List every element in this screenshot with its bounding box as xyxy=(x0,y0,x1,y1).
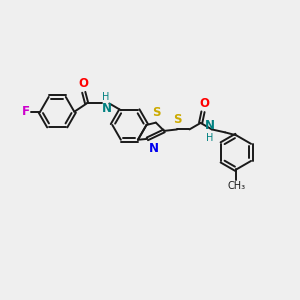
Text: N: N xyxy=(102,102,112,115)
Text: N: N xyxy=(148,142,158,155)
Text: F: F xyxy=(22,105,30,118)
Text: O: O xyxy=(199,97,209,110)
Text: S: S xyxy=(152,106,160,119)
Text: S: S xyxy=(173,113,182,126)
Text: CH₃: CH₃ xyxy=(227,181,245,191)
Text: H: H xyxy=(102,92,110,102)
Text: O: O xyxy=(79,77,89,90)
Text: H: H xyxy=(206,133,213,143)
Text: N: N xyxy=(205,119,214,132)
